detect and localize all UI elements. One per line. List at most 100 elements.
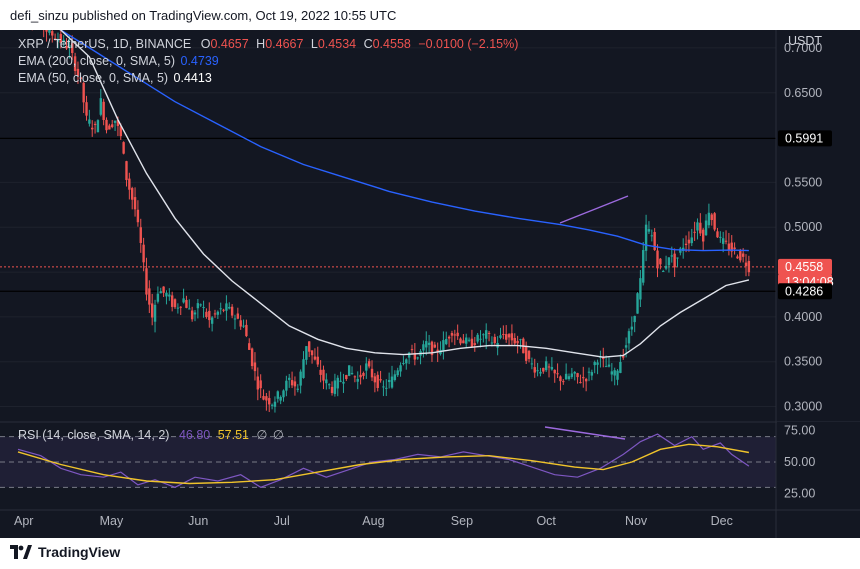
candle-body	[593, 362, 596, 366]
candle-body	[724, 240, 728, 242]
candle-body	[630, 326, 634, 330]
candle-body	[365, 363, 368, 371]
candle-body	[219, 308, 222, 310]
candle-body	[479, 338, 482, 340]
candle-body	[502, 333, 505, 335]
chart-frame[interactable]: USDT0.70000.65000.55000.50000.45000.4000…	[0, 30, 860, 538]
candle-body	[744, 262, 748, 267]
candle-body	[473, 343, 476, 345]
open-value: 0.4657	[210, 37, 249, 51]
candle-body	[390, 376, 394, 388]
tradingview-brand[interactable]: TradingView	[38, 544, 121, 560]
candle-body	[250, 348, 254, 367]
rsi-trendline	[544, 426, 626, 440]
candle-body	[208, 310, 211, 321]
time-tick-label: Sep	[451, 514, 473, 528]
candle-body	[336, 377, 339, 389]
candle-body	[582, 377, 585, 379]
candle-body	[185, 299, 188, 308]
candle-body	[268, 398, 271, 405]
high-label: H	[256, 37, 266, 51]
tradingview-logo-icon	[10, 545, 32, 559]
candle-body	[425, 341, 428, 348]
time-tick-label: Jun	[188, 514, 208, 528]
price-chart[interactable]: USDT0.70000.65000.55000.50000.45000.4000…	[0, 30, 860, 538]
level-price-label-bg	[778, 130, 832, 147]
candle-body	[436, 349, 439, 353]
time-tick-label: Aug	[362, 514, 384, 528]
candle-body	[182, 298, 185, 303]
candle-body	[96, 120, 100, 133]
candle-body	[533, 367, 536, 373]
candle-body	[59, 34, 63, 44]
candle-body	[310, 350, 314, 356]
candle-body	[556, 373, 559, 375]
candle-body	[76, 68, 80, 76]
candle-body	[564, 373, 568, 380]
candle-body	[316, 356, 319, 365]
candle-body	[627, 331, 631, 344]
candle-body	[230, 306, 234, 316]
rsi-value: 46.80	[178, 428, 211, 442]
candle-body	[367, 361, 371, 367]
price-tick-label: 0.4000	[784, 310, 822, 324]
ema50-value: 0.4413	[173, 71, 212, 85]
candle-body	[553, 369, 556, 374]
candle-body	[305, 346, 308, 360]
candle-body	[308, 341, 311, 352]
last-price-label-bg	[778, 258, 832, 275]
price-grid	[0, 47, 776, 408]
candle-body	[356, 378, 359, 382]
price-tick-label: 0.5000	[784, 220, 822, 234]
candle-body	[513, 337, 516, 344]
candle-body	[676, 257, 679, 259]
candle-body	[536, 370, 539, 372]
candle-body	[111, 124, 114, 128]
candle-body	[476, 334, 479, 342]
ema50-legend: EMA (50, close, 0, SMA, 5) 0.4413	[18, 70, 212, 87]
candle-body	[422, 344, 425, 351]
rsi-label: RSI (14, close, SMA, 14, 2)	[18, 428, 170, 442]
candle-body	[485, 330, 488, 339]
candle-body	[687, 239, 691, 244]
candle-body	[285, 380, 288, 391]
candle-body	[527, 350, 531, 359]
candle-body	[487, 332, 491, 334]
candle-body	[122, 142, 125, 154]
candle-body	[576, 373, 579, 378]
ohlc-legend: XRP / TetherUS, 1D, BINANCE O0.4657 H0.4…	[18, 36, 518, 53]
rsi-tick-label: 75.00	[784, 423, 815, 437]
candle-body	[53, 38, 57, 40]
candle-body	[741, 253, 745, 257]
candle-body	[333, 380, 337, 394]
symbol-label: XRP / TetherUS, 1D, BINANCE	[18, 37, 192, 51]
candle-body	[130, 188, 134, 200]
candle-body	[516, 340, 519, 344]
candle-body	[345, 375, 348, 379]
rsi-ma-value: 57.51	[217, 428, 249, 442]
candle-body	[739, 250, 742, 261]
candle-body	[239, 320, 242, 327]
candle-body	[416, 357, 419, 359]
candle-body	[559, 376, 562, 382]
candle-body	[125, 161, 128, 181]
candle-body	[382, 386, 385, 388]
candle-body	[736, 256, 739, 259]
candle-body	[93, 123, 97, 125]
last-price-label: 0.4558	[785, 260, 823, 274]
candle-body	[413, 352, 417, 360]
candle-body	[322, 369, 325, 381]
time-tick-label: May	[100, 514, 124, 528]
candle-body	[524, 346, 528, 361]
candle-body	[170, 295, 174, 307]
candle-body	[385, 387, 388, 389]
time-tick-label: Oct	[536, 514, 556, 528]
candle-body	[88, 119, 91, 124]
candle-body	[65, 45, 68, 49]
candle-body	[302, 359, 305, 378]
candle-body	[193, 312, 197, 315]
candle-body	[342, 381, 345, 384]
candle-body	[727, 243, 731, 251]
candle-body	[256, 376, 260, 390]
candle-body	[245, 324, 248, 337]
